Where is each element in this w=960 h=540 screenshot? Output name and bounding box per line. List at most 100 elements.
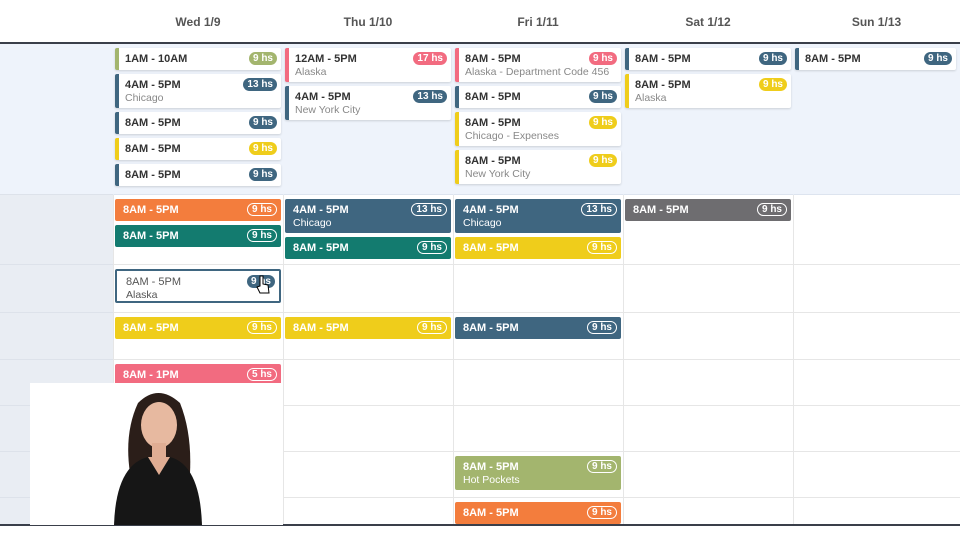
shift-time: 8AM - 5PM bbox=[463, 242, 519, 254]
day-cell bbox=[453, 360, 623, 406]
day-header: Sun 1/13 bbox=[851, 15, 902, 29]
day-cell bbox=[453, 313, 623, 360]
shift-time: 8AM - 5PM bbox=[125, 117, 181, 129]
presenter-video bbox=[30, 383, 283, 525]
day-cell bbox=[623, 44, 793, 195]
shift-time: 8AM - 5PM bbox=[463, 507, 519, 519]
day-cell bbox=[113, 313, 283, 360]
shift-hours: 9 hs bbox=[248, 142, 277, 155]
day-cell bbox=[113, 44, 283, 195]
bottom-divider bbox=[0, 524, 960, 526]
shift[interactable]: 4AM - 5PM 13 hs New York City bbox=[285, 86, 451, 120]
shift-hours: 9 hs bbox=[758, 78, 787, 91]
shift[interactable]: 8AM - 5PM 9 hs bbox=[115, 112, 281, 134]
shift[interactable]: 8AM - 5PM 9 hs bbox=[115, 164, 281, 186]
shift-time: 4AM - 5PM bbox=[293, 204, 349, 216]
day-cell bbox=[453, 195, 623, 265]
shift[interactable]: 8AM - 5PM 9 hs bbox=[455, 317, 621, 339]
shift-time: 8AM - 5PM bbox=[635, 79, 691, 91]
row-label-cell bbox=[0, 265, 113, 313]
day-cell bbox=[283, 44, 453, 195]
shift-hours: 9 hs bbox=[756, 203, 787, 216]
shift-location: Chicago bbox=[293, 217, 332, 229]
shift-time: 8AM - 5PM bbox=[463, 461, 519, 473]
shift[interactable]: 8AM - 5PM 9 hs Alaska - Department Code 45… bbox=[455, 48, 621, 82]
shift-time: 8AM - 5PM bbox=[123, 322, 179, 334]
shift[interactable]: 8AM - 5PM 9 hs bbox=[115, 199, 281, 221]
shift[interactable]: 8AM - 5PM 9 hs bbox=[625, 48, 791, 70]
day-cell bbox=[283, 265, 453, 313]
day-cell bbox=[623, 313, 793, 360]
shift-location: New York City bbox=[295, 104, 361, 116]
shift[interactable]: 8AM - 5PM 9 hs bbox=[285, 237, 451, 259]
shift-time: 8AM - 5PM bbox=[633, 204, 689, 216]
shift-time: 8AM - 5PM bbox=[125, 143, 181, 155]
shift[interactable]: 8AM - 1PM 5 hs bbox=[115, 364, 281, 386]
shift-location: Chicago - Expenses bbox=[465, 130, 559, 142]
shift-time: 8AM - 5PM bbox=[123, 230, 179, 242]
shift-hours: 17 hs bbox=[413, 52, 447, 65]
day-cell bbox=[283, 313, 453, 360]
shift-time: 8AM - 5PM bbox=[123, 204, 179, 216]
day-cell bbox=[793, 44, 960, 195]
shift-hours: 9 hs bbox=[586, 241, 617, 254]
cursor bbox=[256, 275, 270, 294]
shift[interactable]: 4AM - 5PM 13 hs Chicago bbox=[455, 199, 621, 233]
shift[interactable]: 1AM - 10AM 9 hs bbox=[115, 48, 281, 70]
header-divider bbox=[0, 42, 960, 44]
day-cell bbox=[283, 195, 453, 265]
shift[interactable]: 8AM - 5PM 9 hs bbox=[795, 48, 956, 70]
shift[interactable]: 8AM - 5PM 9 hs Chicago - Expenses bbox=[455, 112, 621, 146]
shift[interactable]: 8AM - 5PM 9 hs bbox=[455, 237, 621, 259]
row-label-cell bbox=[0, 195, 113, 265]
day-cell bbox=[113, 265, 283, 313]
shift[interactable]: 8AM - 5PM 9 hs bbox=[115, 317, 281, 339]
shift[interactable]: 8AM - 5PM 9 hs Hot Pockets bbox=[455, 456, 621, 490]
day-cell bbox=[793, 452, 960, 498]
shift-location: Alaska - Department Code 456 bbox=[465, 66, 610, 78]
day-header: Fri 1/11 bbox=[517, 15, 559, 29]
shift-time: 4AM - 5PM bbox=[463, 204, 519, 216]
shift-hours: 9 hs bbox=[586, 506, 617, 519]
shift[interactable]: 8AM - 5PM 9 hs bbox=[115, 138, 281, 160]
shift[interactable]: 8AM - 5PM 9 hs New York City bbox=[455, 150, 621, 184]
day-cell bbox=[793, 195, 960, 265]
shift-location: Alaska bbox=[295, 66, 327, 78]
shift-hours: 9 hs bbox=[246, 321, 277, 334]
shift[interactable]: 8AM - 5PM 9 hs Alaska bbox=[625, 74, 791, 108]
shift-location: Chicago bbox=[125, 92, 164, 104]
day-cell bbox=[793, 313, 960, 360]
day-cell bbox=[453, 406, 623, 452]
shift-time: 8AM - 5PM bbox=[465, 53, 521, 65]
shift-time: 4AM - 5PM bbox=[295, 91, 351, 103]
shift[interactable]: 12AM - 5PM 17 hs Alaska bbox=[285, 48, 451, 82]
shift-time: 8AM - 5PM bbox=[465, 91, 521, 103]
row-label-cell bbox=[0, 313, 113, 360]
shift-time: 8AM - 5PM bbox=[465, 117, 521, 129]
shift-hours: 9 hs bbox=[246, 229, 277, 242]
shift-hours: 9 hs bbox=[586, 321, 617, 334]
day-cell bbox=[793, 498, 960, 525]
shift-time: 8AM - 5PM bbox=[463, 322, 519, 334]
shift[interactable]: 8AM - 5PM 9 hs bbox=[625, 199, 791, 221]
shift-location: Chicago bbox=[463, 217, 502, 229]
day-cell bbox=[793, 406, 960, 452]
day-cell bbox=[793, 265, 960, 313]
shift-time: 8AM - 1PM bbox=[123, 369, 179, 381]
shift[interactable]: 4AM - 5PM 13 hs Chicago bbox=[285, 199, 451, 233]
shift[interactable]: 4AM - 5PM 13 hs Chicago bbox=[115, 74, 281, 108]
shift-time: 8AM - 5PM bbox=[465, 155, 521, 167]
shift[interactable]: 8AM - 5PM 9 hs bbox=[455, 86, 621, 108]
shift-time: 8AM - 5PM bbox=[805, 53, 861, 65]
shift[interactable]: 8AM - 5PM 9 hs bbox=[115, 225, 281, 247]
shift-hours: 9 hs bbox=[246, 203, 277, 216]
day-cell bbox=[283, 498, 453, 525]
shift-time: 1AM - 10AM bbox=[125, 53, 188, 65]
shift-location: Alaska bbox=[635, 92, 667, 104]
shift[interactable]: 8AM - 5PM 9 hs bbox=[455, 502, 621, 524]
shift-hours: 13 hs bbox=[581, 203, 617, 216]
day-cell bbox=[453, 44, 623, 195]
day-cell bbox=[453, 452, 623, 498]
shift[interactable]: 8AM - 5PM 9 hs bbox=[285, 317, 451, 339]
